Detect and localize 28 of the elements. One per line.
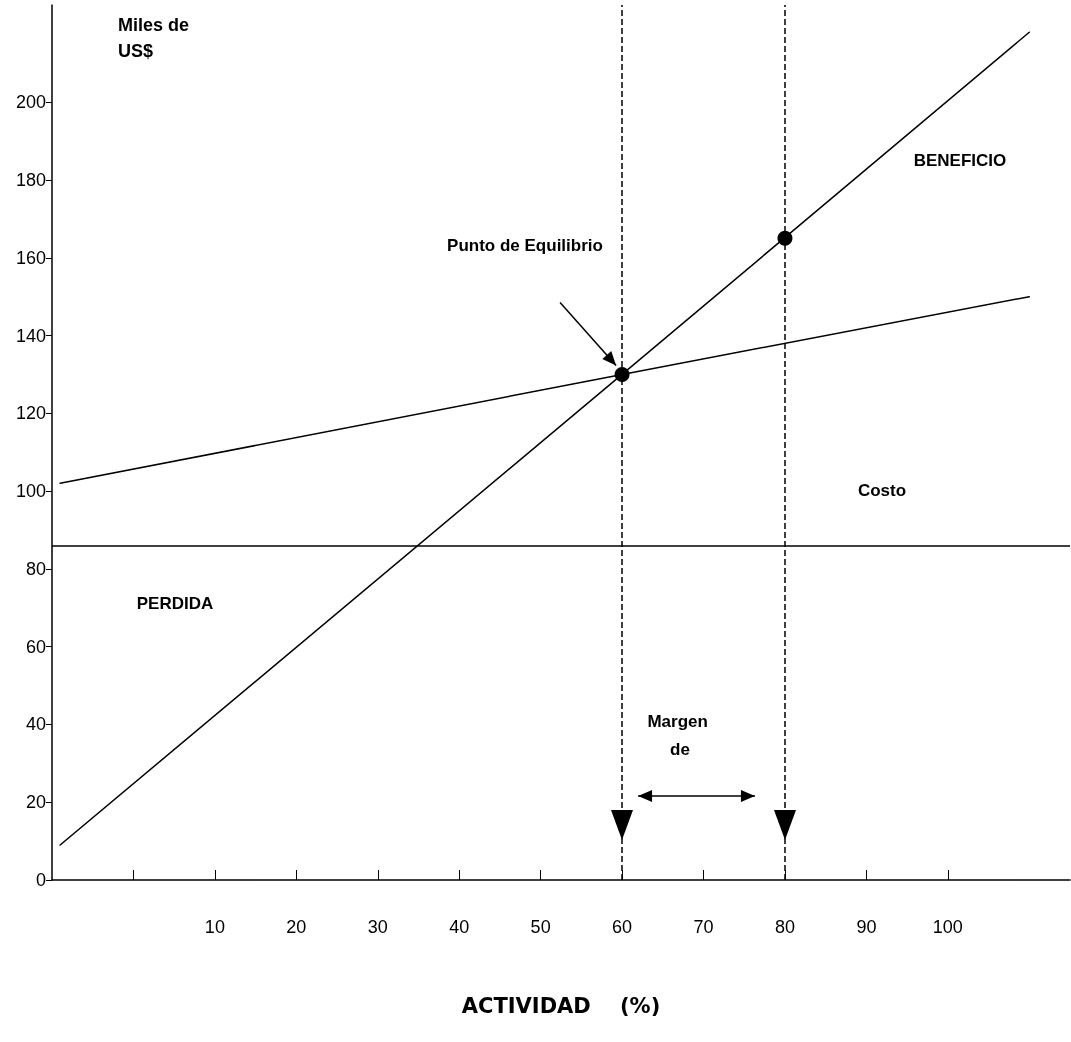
annotation: Margen de bbox=[647, 711, 713, 759]
x-tick-label: 100 bbox=[932, 917, 963, 937]
x-tick-label: 20 bbox=[286, 917, 307, 937]
x-tick-label: 80 bbox=[774, 917, 795, 937]
x-tick-label: 50 bbox=[530, 917, 551, 937]
y-tick-label: 20 bbox=[25, 792, 46, 813]
x-tick-label: 30 bbox=[367, 917, 388, 937]
x-tick-label: 60 bbox=[612, 917, 633, 937]
y-tick-label: 0 bbox=[35, 870, 46, 890]
y-tick-label: 100 bbox=[15, 481, 46, 502]
y-tick-label: 180 bbox=[15, 170, 46, 190]
y-tick-label: 80 bbox=[25, 558, 46, 579]
y-tick-label: 200 bbox=[15, 92, 46, 113]
y-tick-label: 40 bbox=[25, 714, 46, 735]
y-tick-label: 140 bbox=[15, 325, 46, 346]
x-tick-label: 10 bbox=[204, 917, 225, 937]
annotation: Costo bbox=[857, 480, 907, 500]
annotation: PERDIDA bbox=[136, 593, 214, 613]
x-axis-title: ACTIVIDAD (%) bbox=[461, 993, 661, 1018]
y-tick-label: 60 bbox=[25, 636, 46, 657]
x-tick-label: 70 bbox=[693, 917, 714, 937]
x-tick-label: 40 bbox=[449, 917, 470, 937]
y-tick-label: 120 bbox=[15, 403, 46, 424]
annotation: Punto de Equilibrio bbox=[447, 235, 603, 255]
y-tick-label: 160 bbox=[15, 247, 46, 268]
annotation: BENEFICIO bbox=[913, 150, 1007, 170]
y-axis-title: Miles de US$ bbox=[118, 15, 195, 61]
x-tick-label: 90 bbox=[856, 917, 877, 937]
